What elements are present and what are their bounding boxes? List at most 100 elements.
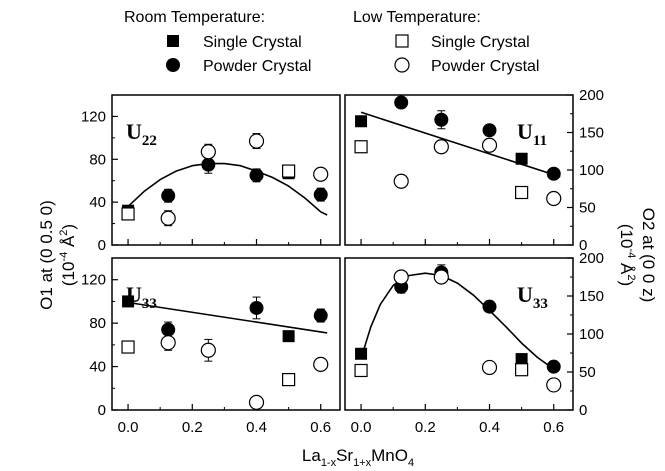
panel-bottom-left: 0 40 80 120 0.0 0.2 0.4 0.6 U33: [81, 257, 341, 436]
point-powder-crystal-room-temp: [161, 188, 176, 203]
point-powder-crystal-room-temp: [482, 123, 497, 138]
point-powder-crystal-room-temp: [313, 308, 328, 323]
point-powder-crystal-room-temp: [482, 299, 497, 314]
y-tick-label: 40: [89, 194, 106, 211]
point-powder-crystal-room-temp: [201, 157, 216, 172]
panel-label: U33: [517, 282, 548, 312]
x-axis-title: La1-xSr1+xMnO4: [302, 446, 414, 469]
point-single-crystal-low-temp: [121, 207, 135, 221]
panel-label: U22: [126, 119, 157, 149]
y-tick-label: 150: [579, 125, 604, 142]
point-powder-crystal-low-temp: [393, 173, 409, 189]
point-powder-crystal-low-temp: [160, 335, 176, 351]
panel-label: U11: [517, 119, 547, 149]
panel-top-right: 0 50 100 150 200 U11: [344, 87, 604, 254]
point-single-crystal-low-temp: [282, 373, 296, 387]
point-powder-crystal-low-temp: [313, 356, 329, 372]
x-tick-label: 0.4: [479, 419, 500, 436]
left-axis-title-line1: O1 at (0 0.5 0): [37, 200, 56, 310]
y-tick-label: 120: [81, 272, 106, 289]
y-tick-label: 0: [98, 402, 106, 419]
panels: 0 40 80 120 U22 0 50 100 150 200 U11 0 40 80 120 0.0 0.2…: [81, 87, 604, 436]
point-powder-crystal-low-temp: [313, 166, 329, 182]
y-tick-label: 0: [579, 402, 587, 419]
y-tick-label: 150: [579, 288, 604, 305]
point-single-crystal-room-temp: [515, 353, 528, 366]
point-single-crystal-room-temp: [355, 115, 368, 128]
legend-lt-single-crystal: Single Crystal: [431, 34, 530, 51]
left-axis-title-line2: (10-4 Å2): [58, 224, 78, 286]
point-powder-crystal-room-temp: [434, 112, 449, 127]
x-tick-label: 0.6: [310, 419, 331, 436]
point-single-crystal-low-temp: [515, 363, 529, 377]
point-powder-crystal-low-temp: [200, 342, 216, 358]
y-tick-label: 100: [579, 326, 604, 343]
legend-rt-powder-crystal: Powder Crystal: [203, 58, 311, 75]
point-powder-crystal-room-temp: [249, 300, 264, 315]
legend-filled-square-marker: [167, 35, 179, 47]
y-tick-label: 50: [579, 364, 596, 381]
panel-frame: [111, 94, 341, 246]
right-axis-title-line1: O2 at (0 0 z): [639, 208, 658, 302]
point-powder-crystal-low-temp: [481, 137, 498, 153]
point-powder-crystal-low-temp: [160, 210, 176, 226]
point-powder-crystal-room-temp: [546, 166, 561, 181]
point-powder-crystal-room-temp: [313, 187, 328, 202]
point-powder-crystal-low-temp: [200, 144, 216, 160]
x-tick-label: 0.6: [543, 419, 564, 436]
fit-curve: [127, 162, 328, 216]
y-tick-label: 0: [579, 237, 587, 254]
fit-curve: [127, 301, 328, 334]
y-tick-label: 120: [81, 108, 106, 125]
x-tick-label: 0.0: [351, 419, 372, 436]
point-powder-crystal-room-temp: [546, 359, 561, 374]
point-powder-crystal-room-temp: [394, 95, 409, 110]
legend-room-temperature-heading: Room Temperature:: [124, 9, 265, 26]
point-powder-crystal-low-temp: [248, 394, 265, 410]
point-powder-crystal-low-temp: [481, 359, 498, 376]
legend-filled-circle-marker: [166, 58, 180, 72]
point-powder-crystal-room-temp: [161, 322, 176, 337]
point-single-crystal-low-temp: [282, 164, 296, 178]
legend-open-circle-marker: [394, 57, 410, 73]
point-single-crystal-low-temp: [121, 340, 135, 354]
point-powder-crystal-low-temp: [546, 377, 562, 393]
point-single-crystal-room-temp: [282, 330, 295, 343]
fit-curve: [360, 111, 561, 178]
legend-rt-single-crystal: Single Crystal: [203, 34, 302, 51]
y-tick-label: 200: [579, 250, 604, 267]
point-powder-crystal-low-temp: [393, 269, 409, 285]
legend: Room Temperature: Low Temperature: Singl…: [124, 9, 539, 75]
panel-bottom-right: 0 50 100 150 200 0.0 0.2 0.4 0.6 U33: [344, 250, 604, 436]
panel-frame: [344, 257, 574, 411]
right-axis-title: O2 at (0 0 z) (10-4 Å2): [617, 208, 658, 302]
point-powder-crystal-low-temp: [433, 269, 449, 285]
legend-open-square-marker: [395, 34, 409, 48]
point-single-crystal-room-temp: [515, 152, 528, 165]
panel-label: U33: [126, 282, 157, 312]
point-single-crystal-low-temp: [354, 140, 368, 154]
y-tick-label: 80: [89, 315, 106, 332]
right-axis-title-line2: (10-4 Å2): [617, 224, 637, 286]
point-single-crystal-room-temp: [122, 295, 135, 308]
point-powder-crystal-room-temp: [249, 168, 264, 183]
legend-low-temperature-heading: Low Temperature:: [353, 9, 481, 26]
point-single-crystal-low-temp: [354, 363, 368, 378]
y-tick-label: 80: [89, 151, 106, 168]
y-tick-label: 50: [579, 200, 596, 217]
y-tick-label: 200: [579, 87, 604, 104]
left-axis-title: O1 at (0 0.5 0) (10-4 Å2): [37, 200, 78, 310]
point-powder-crystal-low-temp: [546, 190, 562, 207]
y-tick-label: 100: [579, 162, 604, 179]
point-powder-crystal-low-temp: [433, 139, 449, 155]
point-single-crystal-low-temp: [515, 185, 529, 200]
legend-lt-powder-crystal: Powder Crystal: [431, 58, 539, 75]
x-tick-label: 0.2: [182, 419, 203, 436]
x-tick-label: 0.4: [246, 419, 267, 436]
x-tick-label: 0.2: [415, 419, 436, 436]
x-tick-label: 0.0: [118, 419, 139, 436]
panel-frame: [111, 257, 341, 411]
y-tick-label: 40: [89, 359, 106, 376]
panel-top-left: 0 40 80 120 U22: [81, 94, 341, 254]
